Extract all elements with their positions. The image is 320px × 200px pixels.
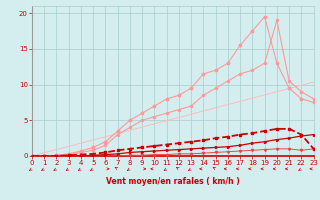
X-axis label: Vent moyen/en rafales ( km/h ): Vent moyen/en rafales ( km/h ) [106, 177, 240, 186]
